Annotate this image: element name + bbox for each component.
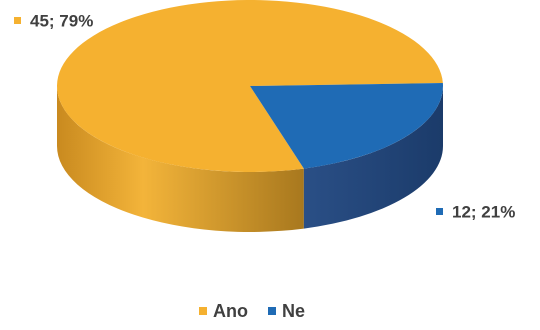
legend-swatch-ano — [199, 307, 207, 315]
data-label-ne: 12; 21% — [452, 202, 515, 221]
data-label-swatch-ano — [14, 17, 21, 24]
slice-ne — [250, 82, 443, 169]
data-label-swatch-ne — [436, 208, 443, 215]
legend-swatch-ne — [268, 307, 276, 315]
slice-side-ano — [57, 86, 304, 232]
slice-ano — [56, 0, 443, 172]
data-label-ano: 45; 79% — [30, 11, 93, 30]
slice-side-ne — [303, 86, 443, 229]
legend-label-ne: Ne — [282, 301, 305, 321]
legend-label-ano: Ano — [213, 301, 248, 321]
